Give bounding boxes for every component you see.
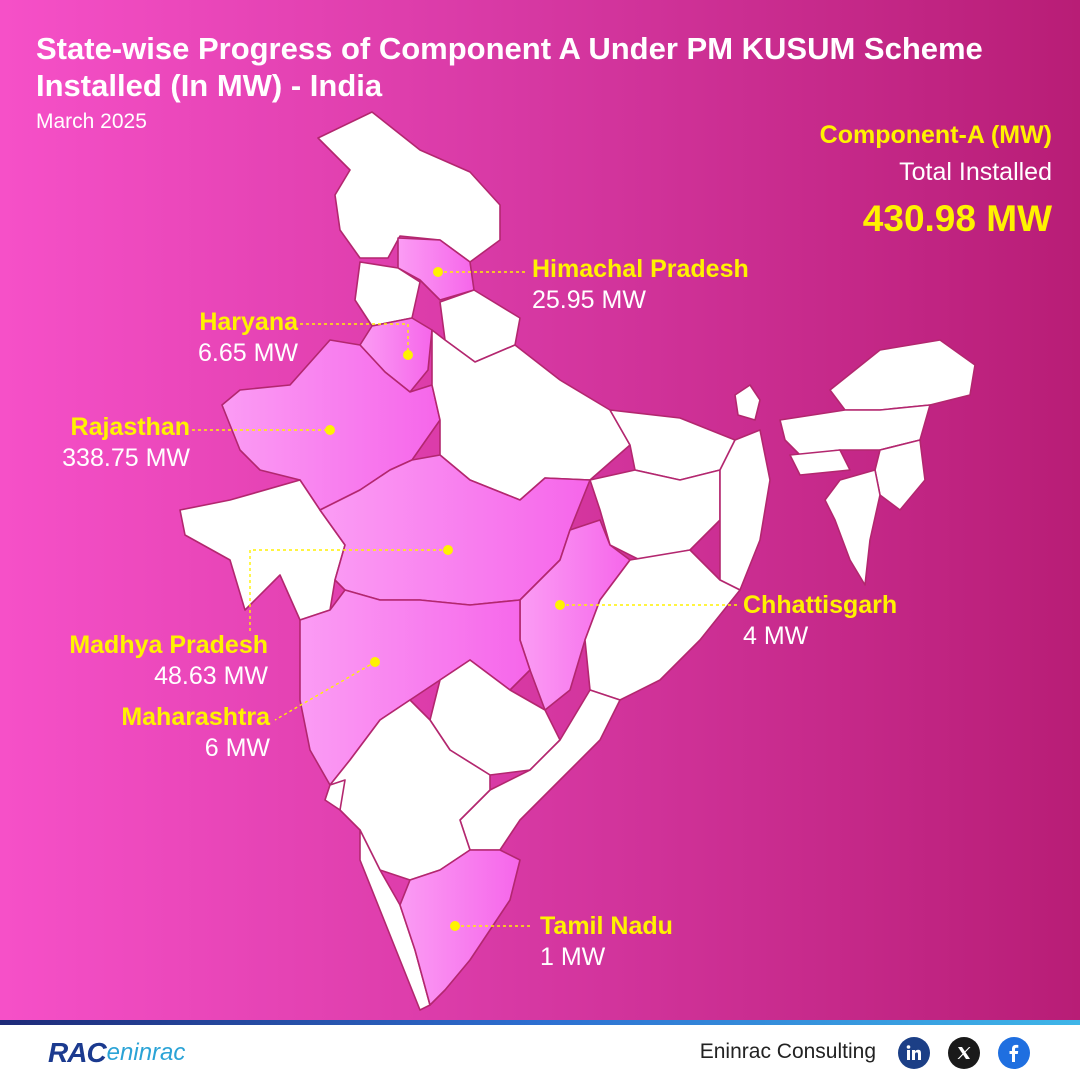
page-title: State-wise Progress of Component A Under…	[36, 31, 983, 103]
state-mizoram	[824, 469, 881, 586]
state-tamil-nadu	[399, 849, 521, 1006]
company-logo[interactable]: RAC eninrac	[48, 1036, 185, 1070]
state-goa	[324, 779, 346, 811]
summary-box: Component-A (MW) Total Installed 430.98 …	[692, 118, 1052, 246]
footer-accent-bar	[0, 1020, 1080, 1025]
state-name: Tamil Nadu	[540, 912, 673, 940]
logo-eninrac-text: eninrac	[106, 1039, 186, 1066]
marker-tamil-nadu	[450, 921, 460, 931]
state-name: Chhattisgarh	[743, 591, 898, 619]
facebook-icon[interactable]	[998, 1037, 1030, 1069]
summary-sublabel: Total Installed	[899, 158, 1052, 186]
marker-haryana	[403, 350, 413, 360]
marker-maharashtra	[370, 657, 380, 667]
label-haryana: Haryana 6.65 MW	[198, 307, 298, 369]
state-meghalaya	[789, 449, 851, 476]
label-chhattisgarh: Chhattisgarh 4 MW	[743, 590, 897, 652]
india-map	[179, 111, 976, 1011]
state-name: Madhya Pradesh	[69, 631, 268, 659]
state-value: 25.95 MW	[532, 286, 646, 314]
linkedin-icon[interactable]	[898, 1037, 930, 1069]
marker-chhattisgarh	[555, 600, 565, 610]
state-kerala	[359, 829, 431, 1011]
state-value: 6 MW	[204, 734, 270, 762]
summary-total: 430.98 MW	[862, 198, 1052, 239]
marker-madhya-pradesh	[443, 545, 453, 555]
label-madhya-pradesh: Madhya Pradesh 48.63 MW	[69, 630, 268, 692]
logo-rac-text: RAC	[48, 1037, 107, 1068]
state-manipur	[874, 439, 926, 511]
state-arunachal-pradesh	[829, 339, 976, 411]
marker-himachal	[433, 267, 443, 277]
label-maharashtra: Maharashtra 6 MW	[121, 702, 270, 764]
page-subtitle: March 2025	[36, 110, 147, 133]
state-odisha	[584, 549, 741, 701]
label-tamil-nadu: Tamil Nadu 1 MW	[540, 911, 673, 973]
brand-name: Eninrac Consulting	[699, 1040, 876, 1063]
leader-madhya-pradesh	[249, 549, 448, 632]
state-name: Himachal Pradesh	[532, 255, 749, 283]
state-value: 1 MW	[540, 943, 606, 971]
state-value: 338.75 MW	[62, 444, 190, 472]
summary-label: Component-A (MW)	[819, 121, 1052, 149]
state-value: 48.63 MW	[154, 662, 268, 690]
state-value: 4 MW	[743, 622, 809, 650]
label-himachal-pradesh: Himachal Pradesh 25.95 MW	[532, 254, 749, 316]
label-rajasthan: Rajasthan 338.75 MW	[62, 412, 190, 474]
state-west-bengal	[719, 429, 771, 591]
marker-rajasthan	[325, 425, 335, 435]
state-name: Maharashtra	[121, 703, 270, 731]
poster: State-wise Progress of Component A Under…	[0, 0, 1080, 1022]
state-name: Rajasthan	[70, 413, 190, 441]
leader-maharashtra	[274, 661, 376, 721]
x-icon[interactable]	[948, 1037, 980, 1069]
state-jharkhand	[589, 469, 721, 561]
state-value: 6.65 MW	[197, 339, 298, 367]
state-sikkim	[734, 384, 761, 421]
leader-haryana	[300, 323, 409, 355]
state-name: Haryana	[199, 308, 298, 336]
